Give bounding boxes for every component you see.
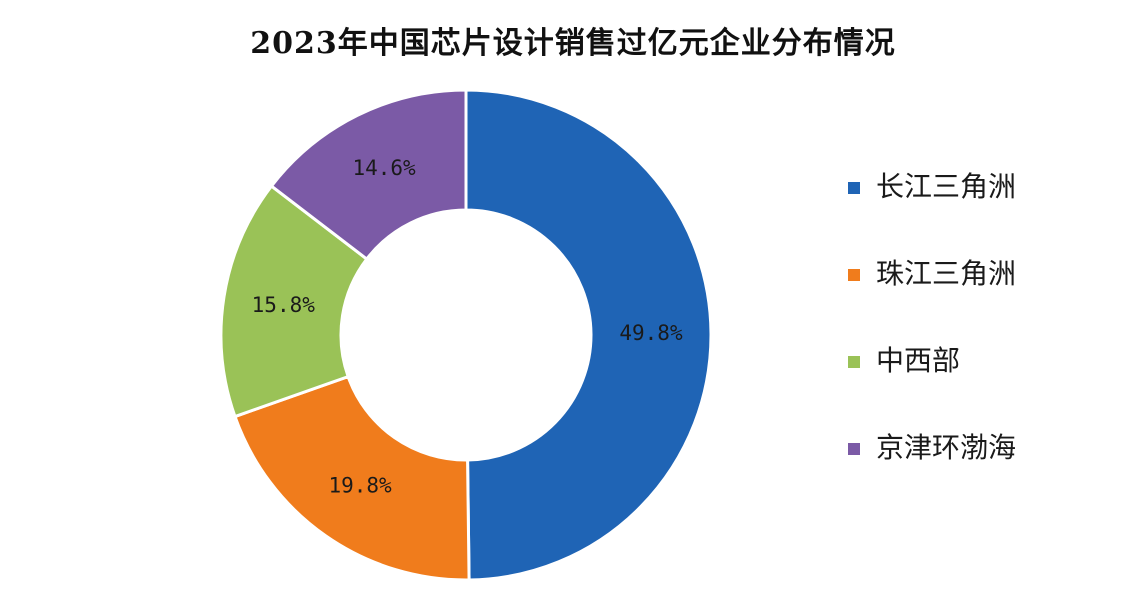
slice-value-label: 14.6% <box>352 156 416 180</box>
slice-value-label: 19.8% <box>328 474 392 498</box>
slice-value-label: 49.8% <box>619 321 683 345</box>
donut-slice <box>269 88 468 262</box>
legend-label: 京津环渤海 <box>876 431 1016 464</box>
slice-labels: 49.8% 19.8% 15.8% 14.6% <box>252 156 683 498</box>
legend-swatch <box>848 269 860 281</box>
legend-label: 中西部 <box>876 344 960 377</box>
legend-swatch <box>848 443 860 455</box>
legend-label: 长江三角洲 <box>876 170 1016 203</box>
donut-slice <box>219 183 369 419</box>
chart-title: 2023年中国芯片设计销售过亿元企业分布情况 <box>250 26 896 61</box>
legend-label: 珠江三角洲 <box>876 257 1016 290</box>
legend-swatch <box>848 182 860 194</box>
donut-slice <box>464 88 713 582</box>
legend-swatch <box>848 356 860 368</box>
donut-slice <box>233 374 471 582</box>
slice-value-label: 15.8% <box>252 293 316 317</box>
donut-slices <box>219 88 713 582</box>
